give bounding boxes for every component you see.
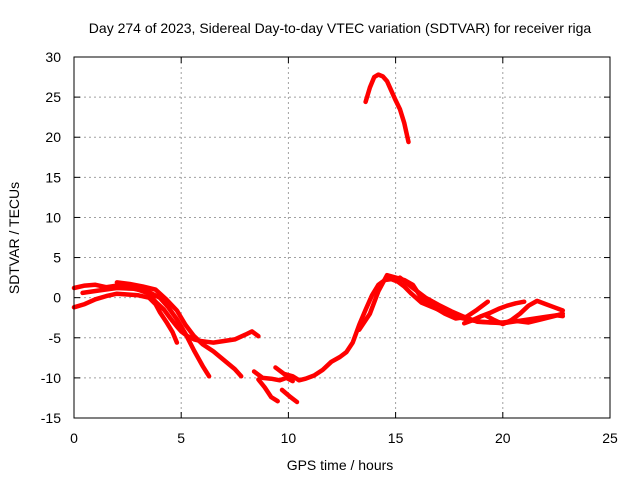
series-line-track-f	[256, 377, 280, 404]
x-tick-label: 5	[177, 430, 185, 446]
series-line-track-b	[71, 291, 180, 345]
x-tick-label: 0	[70, 430, 78, 446]
y-tick-label: 30	[45, 49, 61, 65]
x-axis-label: GPS time / hours	[287, 457, 394, 473]
grid-lines	[74, 57, 610, 418]
series-line-track-a	[71, 282, 261, 345]
series-line-track-e	[251, 369, 295, 384]
axis-ticks: 0 5 10 15 20 25 -15 -10 -5 0 5 10 15 20 25 30	[41, 49, 618, 446]
chart-title: Day 274 of 2023, Sidereal Day-to-day VTE…	[89, 20, 592, 36]
y-tick-label: 25	[45, 89, 61, 105]
series-line-track-k	[483, 298, 566, 327]
series-line-track-j	[397, 275, 566, 325]
y-tick-label: 10	[45, 209, 61, 225]
y-tick-label: -10	[41, 370, 61, 386]
x-tick-label: 10	[281, 430, 297, 446]
series-line-track-c	[80, 285, 212, 379]
y-axis-label: SDTVAR / TECUs	[6, 182, 22, 294]
series-line-track-m	[363, 72, 411, 145]
y-tick-label: -15	[41, 410, 61, 426]
x-tick-label: 20	[495, 430, 511, 446]
series-line-track-h	[279, 387, 300, 405]
y-tick-label: 15	[45, 169, 61, 185]
series-line-track-d	[114, 280, 244, 379]
data-series-group	[71, 72, 566, 405]
x-tick-label: 15	[388, 430, 404, 446]
y-tick-label: 20	[45, 129, 61, 145]
y-tick-label: -5	[49, 330, 62, 346]
y-tick-label: 0	[53, 290, 61, 306]
y-tick-label: 5	[53, 250, 61, 266]
plot-frame	[73, 56, 611, 419]
series-line-track-l	[461, 299, 527, 326]
x-tick-label: 25	[602, 430, 618, 446]
